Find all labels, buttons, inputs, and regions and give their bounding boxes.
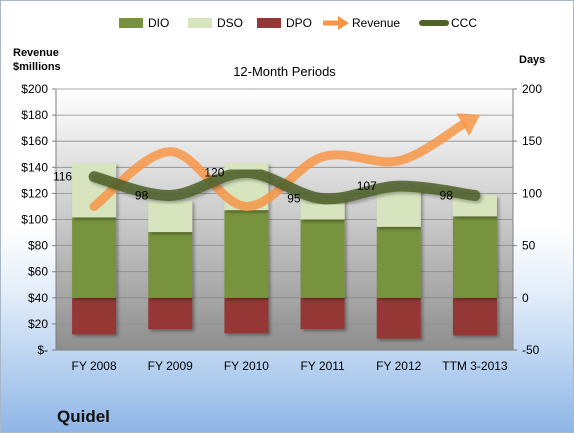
bar-dso — [376, 188, 421, 227]
left-tick-label: $120 — [21, 186, 48, 200]
left-tick-label: $40 — [28, 291, 48, 305]
company-name: Quidel — [57, 407, 110, 426]
right-tick-label: 100 — [522, 186, 542, 200]
ccc-data-label: 116 — [53, 170, 72, 184]
legend-label: DPO — [286, 16, 312, 30]
bar-dpo — [300, 297, 345, 330]
x-tick-label: FY 2009 — [148, 359, 193, 373]
x-tick-label: FY 2011 — [300, 359, 345, 373]
right-tick-label: 200 — [522, 82, 542, 96]
left-tick-label: $60 — [28, 265, 48, 279]
ccc-data-label: 98 — [440, 188, 454, 202]
bar-dio — [72, 217, 117, 298]
bar-dio — [148, 232, 193, 298]
bar-dpo — [148, 297, 193, 330]
left-tick-label: $20 — [28, 317, 48, 331]
revenue-arrowhead — [456, 113, 481, 136]
legend-swatch-dso — [188, 18, 212, 28]
right-tick-label: 0 — [522, 291, 529, 305]
left-tick-label: $- — [37, 343, 48, 357]
revenue-line — [89, 120, 468, 211]
bar-dpo — [72, 297, 117, 335]
left-tick-label: $140 — [21, 160, 48, 174]
bar-dpo — [224, 297, 269, 334]
chart-title: 12-Month Periods — [233, 64, 336, 79]
left-tick-label: $160 — [21, 134, 48, 148]
left-tick-label: $80 — [28, 239, 48, 253]
legend-label: DSO — [217, 16, 243, 30]
left-tick-label: $100 — [21, 213, 48, 227]
x-tick-label: TTM 3-2013 — [442, 359, 508, 373]
right-tick-label: 150 — [522, 134, 542, 148]
bar-dso — [452, 195, 497, 217]
left-tick-label: $200 — [21, 82, 48, 96]
ccc-line — [88, 167, 481, 205]
legend-swatch-dpo — [257, 18, 281, 28]
ccc-data-label: 120 — [204, 166, 224, 180]
x-tick-label: FY 2012 — [376, 359, 421, 373]
bar-dio — [452, 216, 497, 298]
legend-arrowhead-revenue — [338, 16, 349, 30]
bar-dso — [148, 200, 193, 233]
right-tick-label: 50 — [522, 239, 536, 253]
ccc-data-label: 107 — [357, 179, 377, 193]
legend-label: DIO — [148, 16, 169, 30]
ccc-data-label: 95 — [287, 192, 301, 206]
x-tick-label: FY 2010 — [224, 359, 269, 373]
left-axis-title: Revenue — [13, 47, 59, 59]
bar-dpo — [376, 297, 421, 339]
right-tick-label: -50 — [522, 343, 540, 357]
bar-dio — [300, 219, 345, 298]
bar-dpo — [452, 297, 497, 336]
bar-dio — [224, 210, 269, 298]
bar-dio — [376, 226, 421, 298]
legend-label: CCC — [451, 16, 477, 30]
legend-label: Revenue — [352, 16, 400, 30]
ccc-data-label: 98 — [135, 188, 149, 202]
left-axis-title: $millions — [13, 61, 61, 73]
left-tick-label: $180 — [21, 108, 48, 122]
legend-swatch-dio — [119, 18, 143, 28]
right-axis-title: Days — [519, 54, 545, 66]
x-tick-label: FY 2008 — [72, 359, 117, 373]
